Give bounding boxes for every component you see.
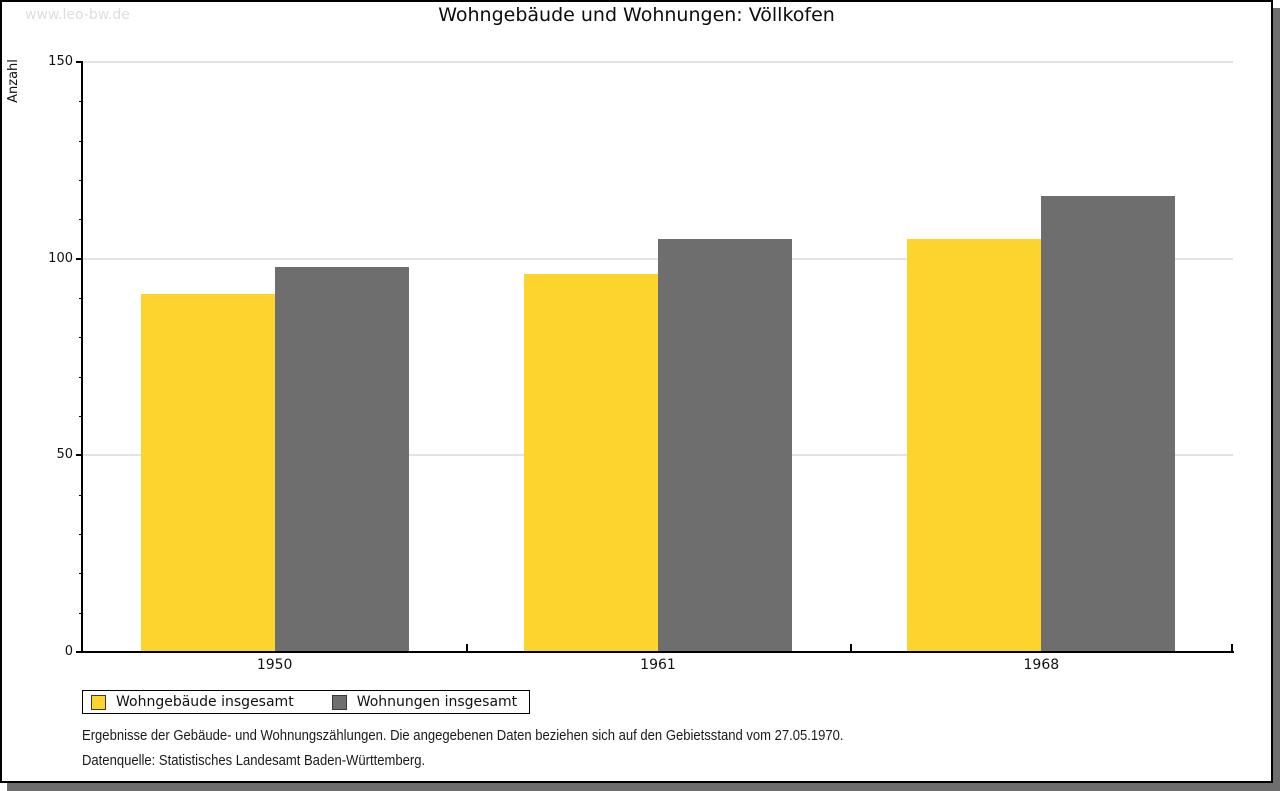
bar-1950-wohngebaeude	[140, 294, 275, 652]
bar-1961-wohnungen	[658, 239, 792, 652]
x-tick-label-1961: 1961	[640, 657, 676, 673]
x-axis-tick	[849, 644, 852, 651]
legend: Wohngebäude insgesamt Wohnungen insgesamt	[82, 690, 531, 714]
bar-1968-wohngebaeude	[907, 239, 1042, 652]
x-axis-line	[81, 651, 1234, 653]
legend-label: Wohnungen insgesamt	[356, 694, 518, 710]
y-axis-minor-tick	[79, 101, 83, 103]
y-axis-tick	[76, 454, 83, 457]
bar-1950-wohnungen	[274, 267, 409, 652]
y-axis-tick	[76, 257, 83, 260]
y-axis-minor-tick	[79, 494, 83, 496]
watermark: www.leo-bw.de	[25, 7, 130, 23]
chart-title: Wohngebäude und Wohnungen: Völlkofen	[438, 4, 835, 26]
y-axis-minor-tick	[79, 376, 83, 378]
legend-label: Wohngebäude insgesamt	[116, 694, 294, 710]
y-axis-tick	[76, 651, 83, 653]
y-axis-minor-tick	[79, 612, 83, 614]
y-axis-minor-tick	[79, 416, 83, 417]
x-tick-label-1950: 1950	[256, 657, 293, 673]
y-tick-label-0: 0	[64, 644, 73, 659]
y-axis-minor-tick	[79, 534, 83, 535]
y-tick-label-150: 150	[48, 54, 73, 69]
bar-1961-wohngebaeude	[524, 274, 658, 652]
x-axis-tick	[1231, 644, 1233, 651]
y-axis-line	[81, 62, 83, 653]
bar-1968-wohnungen	[1041, 196, 1176, 652]
y-axis-minor-tick	[79, 180, 83, 181]
legend-item-wohngebaeude: Wohngebäude insgesamt	[91, 694, 294, 710]
legend-item-wohnungen: Wohnungen insgesamt	[331, 694, 518, 710]
gridline-150	[83, 61, 1233, 63]
y-axis-tick	[76, 61, 83, 63]
footnote-data-source: Datenquelle: Statistisches Landesamt Bad…	[82, 753, 426, 769]
y-axis-minor-tick	[79, 140, 83, 142]
y-tick-label-100: 100	[48, 250, 73, 266]
y-axis-minor-tick	[79, 298, 83, 299]
y-axis-minor-tick	[79, 337, 83, 339]
legend-swatch-gray	[331, 694, 347, 710]
x-tick-label-1968: 1968	[1023, 657, 1060, 673]
legend-swatch-yellow	[91, 694, 106, 710]
y-axis-minor-tick	[79, 573, 83, 575]
x-axis-tick	[466, 644, 469, 651]
plot-area	[83, 61, 1233, 652]
y-axis-minor-tick	[79, 219, 83, 221]
footnote-census-note: Ergebnisse der Gebäude- und Wohnungszähl…	[82, 728, 844, 744]
y-tick-label-50: 50	[56, 447, 73, 463]
